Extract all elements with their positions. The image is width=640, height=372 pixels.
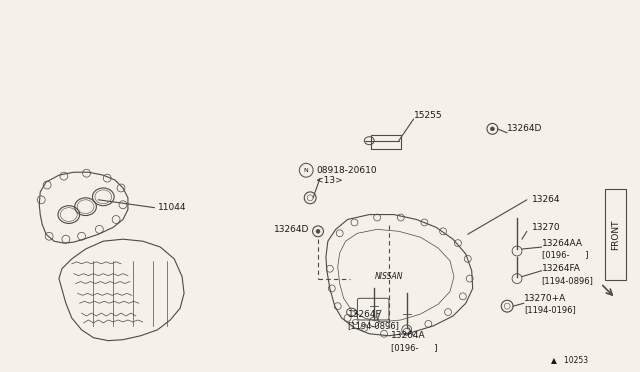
Text: 13264FA: 13264FA [541,264,580,273]
Text: N: N [304,168,308,173]
Text: <13>: <13> [316,176,343,185]
Text: 13264: 13264 [532,195,560,204]
Text: 08918-20610: 08918-20610 [316,166,377,175]
Bar [371,135,401,148]
Text: 13264F: 13264F [348,310,381,318]
Circle shape [490,127,494,131]
Text: 13264AA: 13264AA [541,238,582,248]
Text: [0196-      ]: [0196- ] [541,250,588,259]
Text: FRONT: FRONT [611,219,620,250]
Text: NISSAN: NISSAN [374,272,403,281]
Circle shape [316,230,320,233]
Text: [1194-0196]: [1194-0196] [524,306,575,315]
Text: 13264D: 13264D [507,124,543,134]
Text: [1194-0896]: [1194-0896] [541,276,593,285]
Text: 13270+A: 13270+A [524,294,566,303]
Text: 15255: 15255 [413,110,442,119]
Text: 13270: 13270 [532,223,561,232]
Text: [1194-0896]: [1194-0896] [348,321,399,330]
Text: 13264D: 13264D [274,225,309,234]
Text: 11044: 11044 [157,203,186,212]
Text: ▲   10253: ▲ 10253 [552,355,589,364]
Text: [0196-      ]: [0196- ] [391,343,437,352]
Text: 13264A: 13264A [391,331,426,340]
